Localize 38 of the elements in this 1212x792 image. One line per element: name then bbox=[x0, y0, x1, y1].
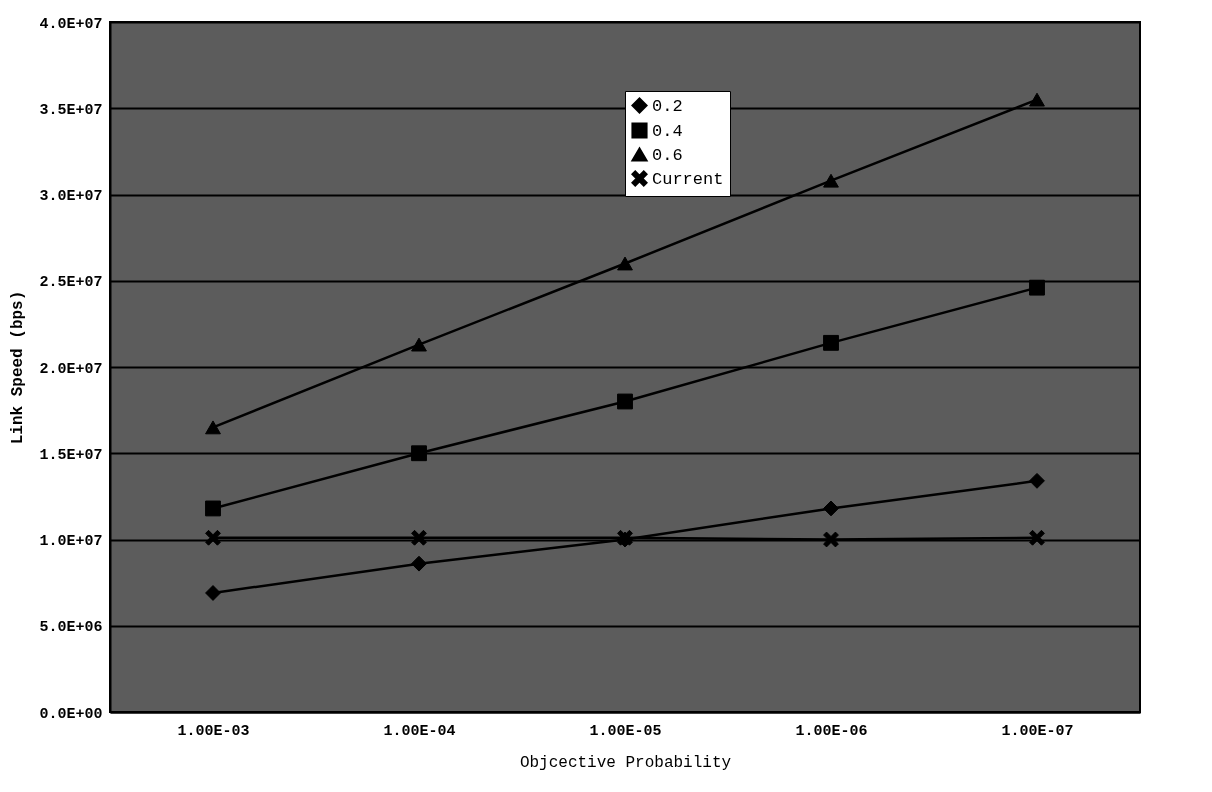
point bbox=[823, 500, 839, 517]
y-tick-label: 2.5E+07 bbox=[39, 274, 103, 292]
x-tick-label: 1.00E-07 bbox=[1001, 722, 1074, 740]
point bbox=[205, 585, 221, 601]
legend-label: 0.4 bbox=[652, 121, 683, 141]
point bbox=[411, 529, 427, 546]
y-tick-label: 0.0E+00 bbox=[39, 705, 103, 723]
y-tick-label: 4.0E+07 bbox=[39, 15, 103, 33]
y-tick-label: 1.5E+07 bbox=[39, 446, 103, 464]
point bbox=[1029, 529, 1045, 546]
x-tick-label: 1.00E-03 bbox=[177, 722, 250, 740]
y-axis-title: Link Speed (bps) bbox=[9, 290, 28, 445]
point bbox=[411, 337, 427, 352]
y-tick-label: 1.0E+07 bbox=[39, 533, 103, 550]
y-tick-label: 3.5E+07 bbox=[39, 101, 103, 119]
x-tick-label: 1.00E-05 bbox=[589, 722, 662, 740]
point bbox=[411, 445, 427, 462]
x-tick-label: 1.00E-06 bbox=[795, 722, 868, 740]
legend-label: Current bbox=[652, 169, 724, 189]
legend-label: 0.2 bbox=[652, 96, 683, 116]
point bbox=[1029, 472, 1045, 489]
x-tick-label: 1.00E-04 bbox=[383, 722, 456, 740]
point bbox=[823, 173, 839, 188]
point bbox=[205, 529, 221, 546]
point bbox=[617, 393, 633, 410]
point bbox=[823, 531, 839, 548]
point bbox=[1029, 279, 1045, 296]
point bbox=[823, 334, 839, 351]
point bbox=[1029, 92, 1045, 107]
y-tick-label: 3.0E+07 bbox=[39, 188, 103, 205]
point bbox=[205, 420, 221, 435]
y-tick-label: 2.0E+07 bbox=[39, 360, 103, 378]
point bbox=[617, 256, 633, 271]
x-axis-title: Objcective Probability bbox=[519, 753, 732, 772]
point bbox=[411, 555, 427, 572]
y-tick-label: 5.0E+06 bbox=[39, 619, 103, 637]
point bbox=[205, 500, 221, 517]
legend-label: 0.6 bbox=[652, 145, 683, 165]
